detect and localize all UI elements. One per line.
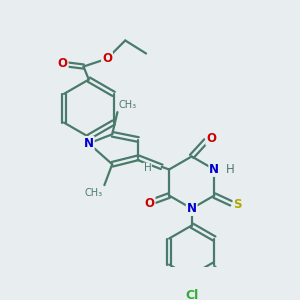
Text: CH₃: CH₃ <box>85 188 103 198</box>
Text: Cl: Cl <box>185 290 198 300</box>
Text: N: N <box>209 163 219 176</box>
Text: H: H <box>226 163 235 176</box>
Text: CH₃: CH₃ <box>119 100 137 110</box>
Text: S: S <box>233 198 242 211</box>
Text: O: O <box>206 132 216 145</box>
Text: O: O <box>102 52 112 65</box>
Text: O: O <box>145 197 154 210</box>
Text: H: H <box>143 163 151 173</box>
Text: N: N <box>187 202 197 215</box>
Text: N: N <box>84 137 94 150</box>
Text: O: O <box>58 57 68 70</box>
